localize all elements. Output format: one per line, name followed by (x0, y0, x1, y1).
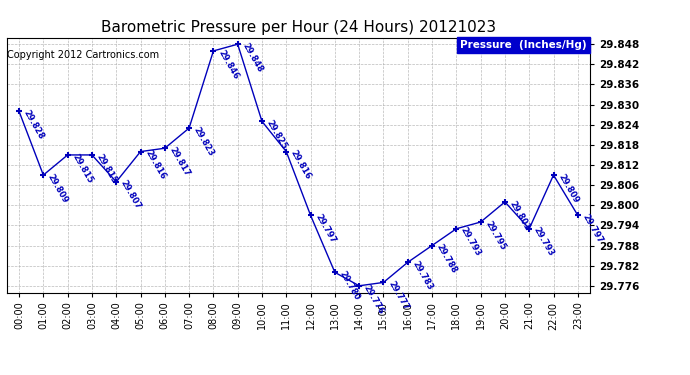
Text: Pressure  (Inches/Hg): Pressure (Inches/Hg) (460, 40, 587, 50)
Text: 29.817: 29.817 (168, 146, 192, 178)
Text: Copyright 2012 Cartronics.com: Copyright 2012 Cartronics.com (7, 50, 159, 60)
Text: 29.797: 29.797 (313, 213, 337, 245)
Text: 29.793: 29.793 (532, 226, 556, 258)
Text: 29.795: 29.795 (484, 219, 507, 252)
Text: 29.816: 29.816 (144, 149, 167, 182)
Text: 29.801: 29.801 (508, 199, 531, 231)
Text: 29.793: 29.793 (459, 226, 483, 258)
Text: 29.815: 29.815 (95, 152, 119, 185)
Text: 29.797: 29.797 (580, 213, 604, 245)
Text: 29.809: 29.809 (556, 172, 580, 205)
Text: 29.815: 29.815 (70, 152, 95, 185)
Title: Barometric Pressure per Hour (24 Hours) 20121023: Barometric Pressure per Hour (24 Hours) … (101, 20, 496, 35)
Text: 29.848: 29.848 (241, 41, 264, 74)
Text: 29.809: 29.809 (46, 172, 70, 205)
Text: 29.846: 29.846 (216, 48, 240, 81)
Text: 29.825: 29.825 (265, 118, 288, 151)
Text: 29.780: 29.780 (337, 270, 362, 302)
Text: 29.828: 29.828 (22, 108, 46, 141)
Text: 29.823: 29.823 (192, 125, 216, 158)
Text: 29.776: 29.776 (362, 283, 386, 315)
Text: 29.807: 29.807 (119, 179, 143, 212)
Text: 29.777: 29.777 (386, 280, 410, 312)
Text: 29.788: 29.788 (435, 243, 459, 275)
Text: 29.783: 29.783 (411, 260, 435, 292)
Text: 29.816: 29.816 (289, 149, 313, 182)
